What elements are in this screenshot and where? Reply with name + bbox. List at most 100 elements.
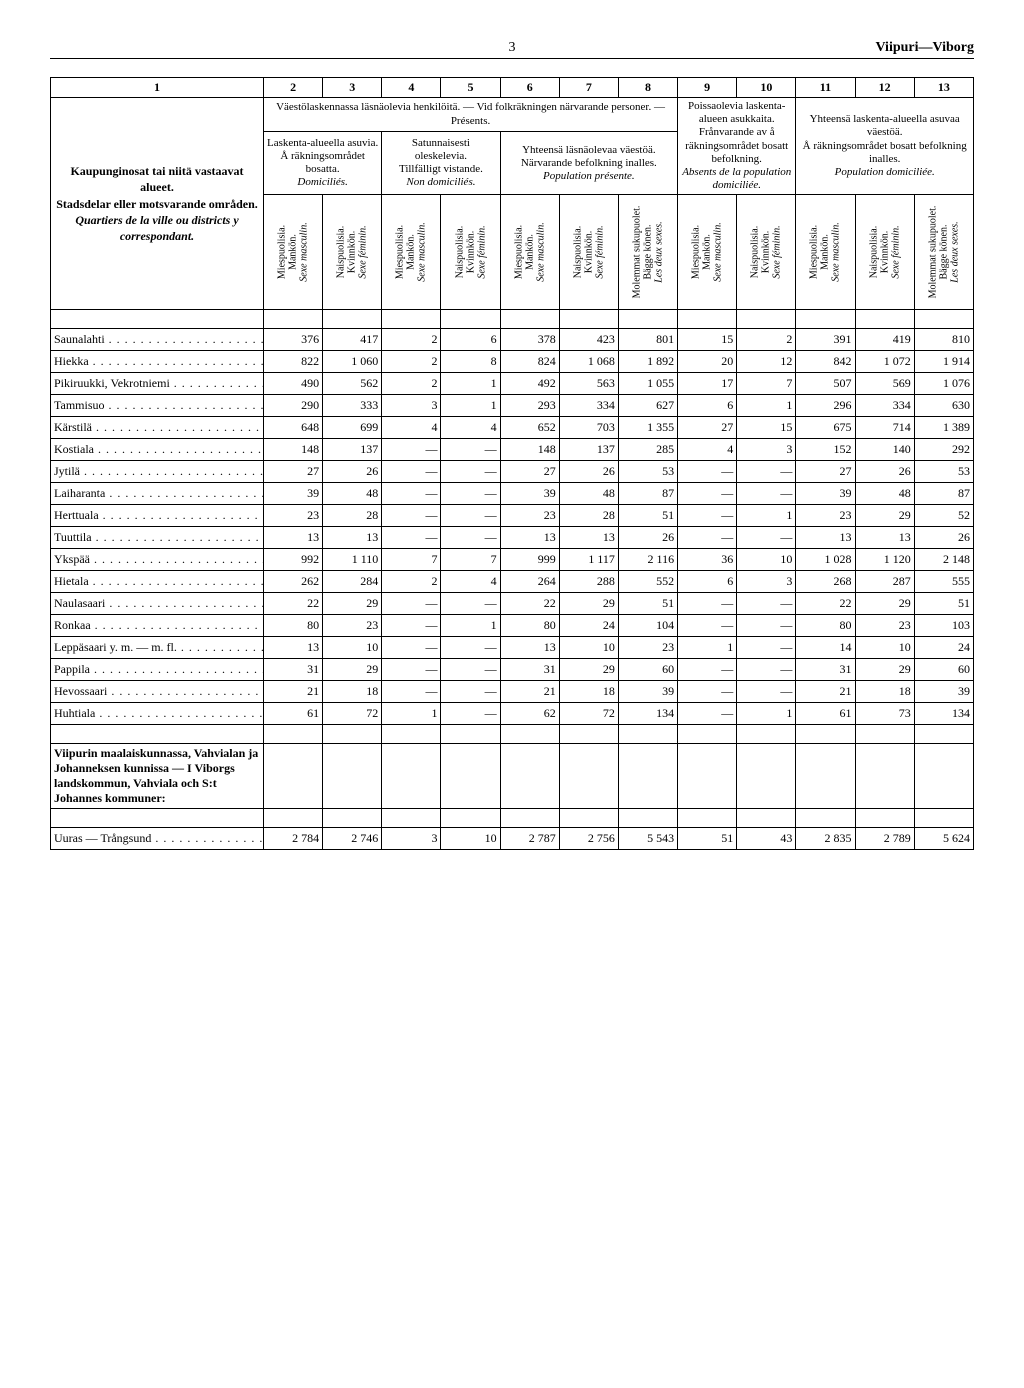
cell: 31 [796,659,855,681]
cell: — [737,461,796,483]
cell: 24 [914,637,973,659]
cell: — [678,461,737,483]
cell: 334 [559,395,618,417]
cell: 13 [323,527,382,549]
table-row: Saunalahti37641726378423801152391419810 [51,329,974,351]
cell: 140 [855,439,914,461]
cell: 4 [382,417,441,439]
cell: 13 [263,637,322,659]
cell: 2 [382,329,441,351]
col-m: Miespuolisia.Mankön.Sexe masculin. [796,195,855,310]
cell: 24 [559,615,618,637]
row-label: Pappila [51,659,264,681]
cell: 999 [500,549,559,571]
col-f: Naispuolisia.Kvinnkön.Sexe féminin. [323,195,382,310]
cell: 1 076 [914,373,973,395]
table-row: Tammisuo2903333129333462761296334630 [51,395,974,417]
cell: — [678,593,737,615]
colnum: 11 [796,78,855,98]
cell: 23 [855,615,914,637]
row-label: Hiekka [51,351,264,373]
cell: 378 [500,329,559,351]
cell: 1 060 [323,351,382,373]
cell: 4 [441,417,500,439]
cell: 842 [796,351,855,373]
cell: — [382,637,441,659]
cell: 810 [914,329,973,351]
census-table: 1 2 3 4 5 6 7 8 9 10 11 12 13 Kaupungino… [50,77,974,850]
cell: 13 [500,527,559,549]
cell: 51 [618,593,677,615]
row-label: Huhtiala [51,703,264,725]
row-label: Uuras — Trångsund [51,828,264,850]
colnum: 13 [914,78,973,98]
cell: — [441,681,500,703]
cell: — [382,505,441,527]
cell: 52 [914,505,973,527]
row-label: Kostiala [51,439,264,461]
cell: 13 [500,637,559,659]
cell: 699 [323,417,382,439]
col-f: Naispuolisia.Kvinnkön.Sexe féminin. [737,195,796,310]
table-row: Hevossaari2118——211839——211839 [51,681,974,703]
cell: 39 [500,483,559,505]
cell: — [441,637,500,659]
cell: 2 [382,571,441,593]
cell: — [678,703,737,725]
cell: 21 [796,681,855,703]
cell: 134 [914,703,973,725]
cell: 73 [855,703,914,725]
cell: 2 [382,351,441,373]
cell: 376 [263,329,322,351]
cell: 2 148 [914,549,973,571]
cell: 23 [796,505,855,527]
cell: 10 [855,637,914,659]
cell: — [382,681,441,703]
cell: 29 [323,659,382,681]
cell: 6 [678,395,737,417]
cell: — [441,593,500,615]
cell: 31 [500,659,559,681]
cell: 39 [914,681,973,703]
cell: 72 [559,703,618,725]
cell: 80 [796,615,855,637]
cell: — [678,681,737,703]
cell: 1 914 [914,351,973,373]
cell: 2 835 [796,828,855,850]
cell: 62 [500,703,559,725]
row-label: Hevossaari [51,681,264,703]
table-row: Ronkaa8023—18024104——8023103 [51,615,974,637]
cell: 7 [737,373,796,395]
page-header: 3 Viipuri—Viborg [50,40,974,59]
colnum: 8 [618,78,677,98]
table-row: Uuras — Trångsund2 7842 7463102 7872 756… [51,828,974,850]
cell: 1 055 [618,373,677,395]
cell: 1 [737,395,796,417]
cell: 21 [263,681,322,703]
cell: 334 [855,395,914,417]
row-label: Kärstilä [51,417,264,439]
cell: 992 [263,549,322,571]
cell: — [382,659,441,681]
table-row: Pappila3129——312960——312960 [51,659,974,681]
row-label: Pikiruukki, Vekrotniemi [51,373,264,395]
cell: 2 756 [559,828,618,850]
cell: 13 [559,527,618,549]
table-head: 1 2 3 4 5 6 7 8 9 10 11 12 13 Kaupungino… [51,78,974,310]
cell: 10 [737,549,796,571]
cell: 13 [855,527,914,549]
col-f: Naispuolisia.Kvinnkön.Sexe féminin. [855,195,914,310]
rowhead-fr: Quartiers de la ville ou districts y cor… [54,212,260,244]
cell: — [678,505,737,527]
cell: 1 117 [559,549,618,571]
cell: 1 110 [323,549,382,571]
cell: — [678,527,737,549]
cell: 28 [559,505,618,527]
cell: 48 [323,483,382,505]
cell: 419 [855,329,914,351]
cell: 7 [382,549,441,571]
cell: 87 [914,483,973,505]
cell: 822 [263,351,322,373]
cell: 288 [559,571,618,593]
page-title: Viipuri—Viborg [824,40,974,56]
